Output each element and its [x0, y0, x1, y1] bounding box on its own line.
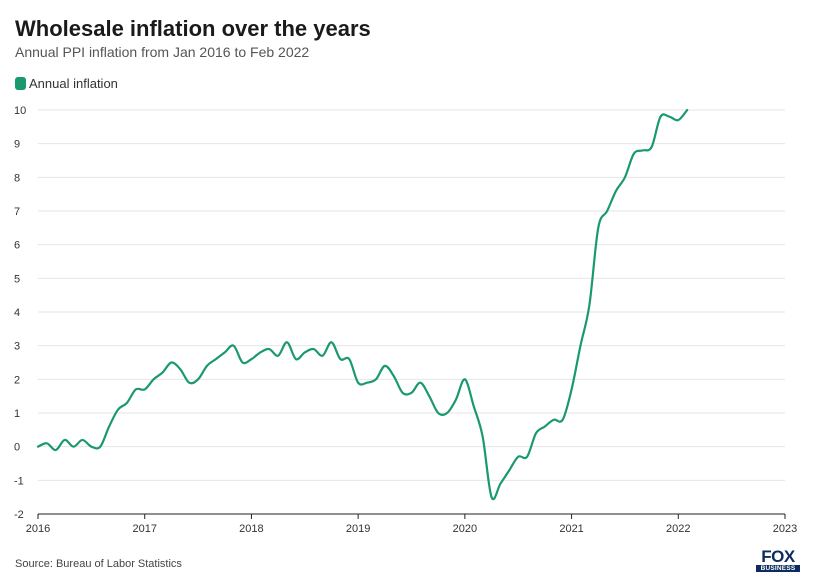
- chart-subtitle: Annual PPI inflation from Jan 2016 to Fe…: [15, 44, 310, 60]
- y-tick-label: 6: [14, 240, 20, 252]
- legend: Annual inflation: [15, 76, 118, 91]
- fox-business-logo: FOX BUSINESS: [756, 547, 800, 573]
- logo-subtext: BUSINESS: [756, 565, 800, 572]
- y-tick-label: 9: [14, 139, 20, 151]
- x-tick-label: 2021: [559, 523, 583, 535]
- grid: [38, 109, 785, 515]
- y-tick-label: -2: [14, 509, 24, 521]
- legend-label: Annual inflation: [29, 76, 118, 91]
- y-tick-label: 0: [14, 442, 20, 454]
- y-tick-label: 5: [14, 273, 20, 285]
- x-tick-label: 2020: [453, 523, 477, 535]
- series-line-annual-inflation: [36, 108, 689, 501]
- y-tick-label: 8: [14, 172, 20, 184]
- x-tick-label: 2016: [26, 523, 50, 535]
- y-tick-label: 10: [14, 105, 26, 117]
- axes: -2 -1 0 1 2 3 4 5 6 7 8 9 10 2016 2017 2018 2019 2020 2021…: [14, 105, 797, 535]
- x-tick-label: 2022: [666, 523, 690, 535]
- source-note: Source: Bureau of Labor Statistics: [15, 558, 182, 570]
- logo-wordmark: FOX: [761, 547, 795, 566]
- y-tick-label: 3: [14, 341, 20, 353]
- y-tick-label: 1: [14, 408, 20, 420]
- y-tick-label: 2: [14, 374, 20, 386]
- legend-swatch: [15, 77, 26, 90]
- y-tick-label: -1: [14, 475, 24, 487]
- y-tick-label: 4: [14, 307, 20, 319]
- x-tick-label: 2023: [773, 523, 797, 535]
- x-tick-label: 2018: [239, 523, 263, 535]
- x-tick-label: 2019: [346, 523, 370, 535]
- series-layer: [36, 108, 689, 501]
- x-tick-label: 2017: [132, 523, 156, 535]
- y-tick-label: 7: [14, 206, 20, 218]
- chart-title: Wholesale inflation over the years: [15, 16, 371, 41]
